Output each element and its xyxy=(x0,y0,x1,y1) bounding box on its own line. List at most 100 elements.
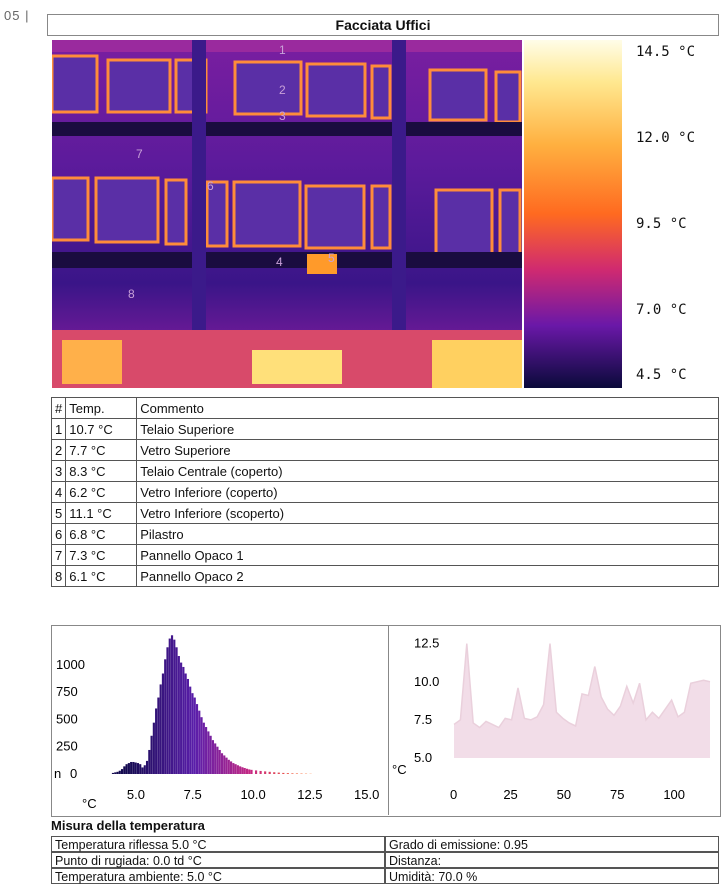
row-index: 3 xyxy=(50,460,67,482)
histogram-bar xyxy=(125,764,128,774)
histogram-bar xyxy=(145,760,149,774)
scale-label-max: 14.5 °C xyxy=(636,44,696,60)
profile-line xyxy=(453,643,711,729)
histogram-bar xyxy=(159,684,162,774)
point-label-2: 2 xyxy=(279,83,286,97)
charts-divider xyxy=(388,625,389,815)
histogram-bar xyxy=(127,763,130,774)
histogram-bar xyxy=(254,770,258,774)
histogram-bar xyxy=(148,749,151,774)
row-comment: Pannello Opaco 2 xyxy=(136,565,719,587)
histogram-bar xyxy=(286,773,289,774)
hist-x-tick-label: 10.0 xyxy=(240,787,265,802)
histogram-bar xyxy=(248,769,251,774)
histogram-bar xyxy=(152,722,155,774)
histogram-bar xyxy=(161,673,165,774)
histogram-bar xyxy=(250,769,253,774)
histogram-bar xyxy=(202,722,205,774)
histogram-bar xyxy=(268,771,271,774)
row-index: 6 xyxy=(50,523,67,545)
histogram-bar xyxy=(264,771,267,774)
histogram-bar xyxy=(220,753,224,774)
histogram-bar xyxy=(200,717,203,774)
header-comment: Commento xyxy=(136,397,719,419)
row-temp: 6.2 °C xyxy=(65,481,138,503)
table-row: 8 6.1 °C Pannello Opaco 2 xyxy=(50,565,719,587)
histogram-bar xyxy=(136,763,140,774)
table-header-row: # Temp. Commento xyxy=(50,397,719,419)
histogram-bar xyxy=(216,746,219,774)
row-temp: 7.3 °C xyxy=(65,544,138,566)
histogram-bar xyxy=(134,762,137,774)
row-comment: Telaio Centrale (coperto) xyxy=(136,460,719,482)
row-temp: 6.1 °C xyxy=(65,565,138,587)
histogram-bar xyxy=(116,771,119,774)
histogram-bar xyxy=(123,766,126,774)
histogram-bar xyxy=(239,766,242,774)
histogram-bar xyxy=(230,761,233,774)
point-label-3: 3 xyxy=(279,109,286,123)
histogram-bar xyxy=(273,772,276,774)
profile-x-tick-label: 50 xyxy=(557,787,571,802)
histogram-bar xyxy=(139,764,142,774)
page-number: 05 | xyxy=(4,8,30,23)
histogram-bar xyxy=(114,772,117,774)
color-scale xyxy=(524,40,622,388)
row-comment: Vetro Inferiore (coperto) xyxy=(136,481,719,503)
histogram-bar xyxy=(164,659,167,774)
row-temp: 7.7 °C xyxy=(65,439,138,461)
histogram-bar xyxy=(198,710,201,774)
histogram-bar xyxy=(241,767,244,774)
histogram-bar xyxy=(225,757,228,774)
hist-y-tick-label: 750 xyxy=(56,684,78,699)
histogram-bar xyxy=(166,647,169,774)
hist-x-tick-label: 5.0 xyxy=(127,787,145,802)
row-temp: 8.3 °C xyxy=(65,460,138,482)
scale-label-3: 9.5 °C xyxy=(636,216,687,232)
row-index: 7 xyxy=(50,544,67,566)
histogram-bar xyxy=(180,662,183,774)
row-comment: Telaio Superiore xyxy=(136,418,719,440)
scale-label-2: 12.0 °C xyxy=(636,130,696,146)
row-comment: Vetro Inferiore (scoperto) xyxy=(136,502,719,524)
histogram-bar xyxy=(132,761,135,774)
histogram-bar xyxy=(259,770,262,774)
table-row: 2 7.7 °C Vetro Superiore xyxy=(50,439,719,461)
histogram-bar xyxy=(232,763,235,774)
histogram-bar xyxy=(120,769,124,774)
point-label-8: 8 xyxy=(128,287,135,301)
hist-y-tick-label: 500 xyxy=(56,711,78,726)
charts-panel xyxy=(51,625,721,817)
histogram-bar xyxy=(189,686,192,774)
profile-x-tick-label: 100 xyxy=(663,787,685,802)
histogram-bar xyxy=(211,740,214,774)
histogram-bar xyxy=(277,772,280,774)
histogram-bar xyxy=(150,735,153,774)
thermal-image: 1 2 3 4 5 6 7 8 xyxy=(52,40,522,388)
row-index: 8 xyxy=(50,565,67,587)
histogram-bar xyxy=(207,731,210,774)
histogram-bar xyxy=(195,704,199,774)
point-label-1: 1 xyxy=(279,43,286,57)
histogram-bar xyxy=(291,773,294,774)
hist-x-tick-label: 15.0 xyxy=(354,787,379,802)
table-row: 3 8.3 °C Telaio Centrale (coperto) xyxy=(50,460,719,482)
hist-y-axis-label: n xyxy=(54,766,61,781)
profile-y-tick-label: 10.0 xyxy=(414,674,439,689)
histogram-bar xyxy=(234,764,237,774)
histogram-bar xyxy=(236,765,239,774)
scale-label-min: 4.5 °C xyxy=(636,367,687,383)
histogram-bar xyxy=(227,759,230,774)
histogram-bar xyxy=(218,749,221,774)
histogram-bar xyxy=(193,697,196,774)
table-row: 6 6.8 °C Pilastro xyxy=(50,523,719,545)
histogram-bar xyxy=(175,647,178,774)
histogram-bar xyxy=(209,735,212,774)
histogram-bar xyxy=(191,693,194,774)
histogram-bar xyxy=(143,765,146,774)
row-comment: Vetro Superiore xyxy=(136,439,719,461)
histogram-bar xyxy=(182,666,185,774)
histogram-bar xyxy=(245,768,249,774)
page-title: Facciata Uffici xyxy=(47,14,719,36)
measure-humidity: Umidità: 70.0 % xyxy=(385,868,719,884)
